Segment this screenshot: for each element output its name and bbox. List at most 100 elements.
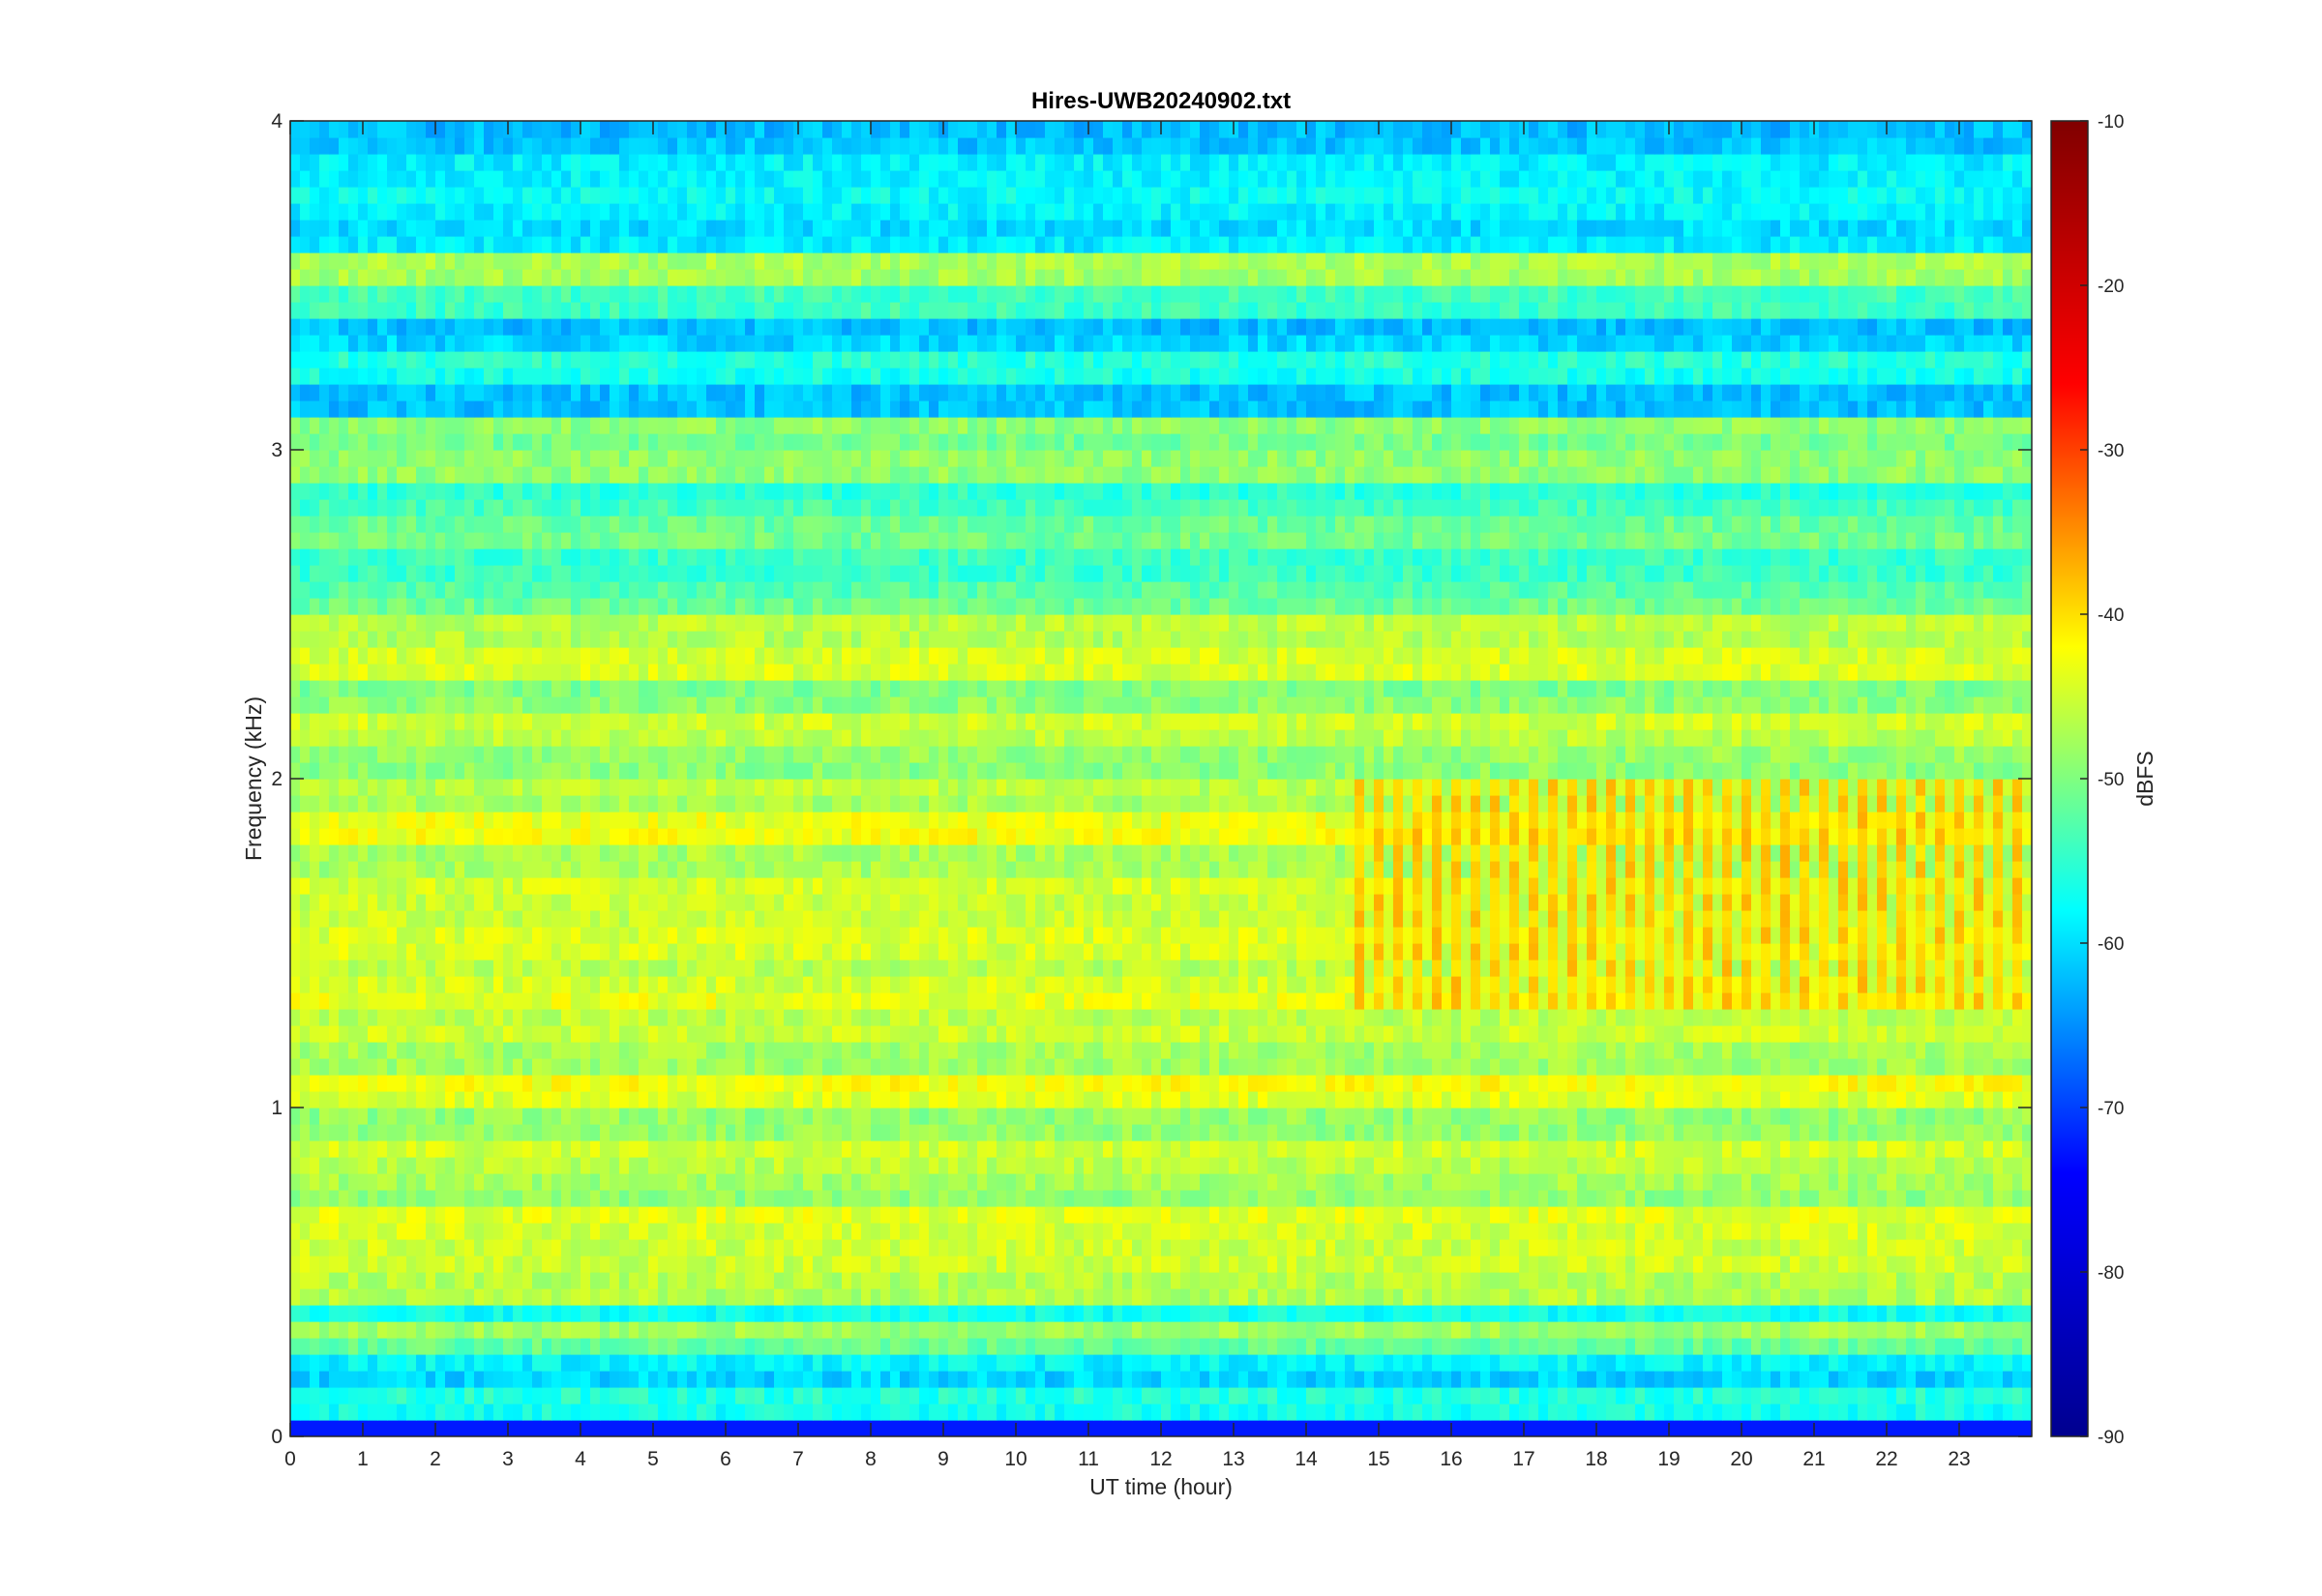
heatmap-cell [929, 1206, 939, 1224]
heatmap-cell [842, 1223, 852, 1240]
heatmap-cell [735, 1124, 746, 1141]
heatmap-cell [1887, 1058, 1897, 1076]
heatmap-cell [455, 1272, 465, 1289]
heatmap-cell [1519, 1338, 1530, 1355]
heatmap-cell [668, 1288, 678, 1306]
heatmap-cell [1819, 1371, 1830, 1388]
heatmap-cell [755, 992, 765, 1010]
heatmap-cell [668, 1223, 678, 1240]
heatmap-cell [1945, 1404, 1955, 1421]
heatmap-cell [832, 1305, 843, 1322]
heatmap-cell [1374, 1272, 1384, 1289]
heatmap-cell [542, 1091, 552, 1108]
heatmap-cell [435, 1387, 446, 1404]
heatmap-cell [1209, 992, 1220, 1010]
heatmap-cell [377, 1223, 388, 1240]
heatmap-cell [1616, 1256, 1626, 1273]
heatmap-cell [764, 1042, 775, 1059]
heatmap-cell [1751, 1173, 1762, 1191]
heatmap-cell [600, 1058, 610, 1076]
heatmap-cell [1296, 1157, 1307, 1174]
heatmap-cell [1267, 1173, 1278, 1191]
heatmap-cell [1954, 1387, 1965, 1404]
heatmap-cell [658, 992, 669, 1010]
heatmap-cell [909, 1173, 920, 1191]
heatmap-cell [1384, 1140, 1394, 1158]
heatmap-cell [455, 1091, 465, 1108]
heatmap-cell [1267, 1009, 1278, 1026]
heatmap-cell [813, 1223, 823, 1240]
heatmap-cell [1113, 1025, 1123, 1043]
heatmap-cell [987, 1420, 997, 1436]
heatmap-cell [339, 1042, 349, 1059]
heatmap-cell [1587, 1206, 1597, 1224]
heatmap-cell [919, 1321, 930, 1339]
heatmap-cell [774, 1091, 785, 1108]
heatmap-cell [774, 1124, 785, 1141]
heatmap-cell [697, 1091, 707, 1108]
heatmap-cell [1751, 1338, 1762, 1355]
heatmap-cell [1451, 1338, 1462, 1355]
heatmap-cell [1538, 1058, 1549, 1076]
heatmap-cell [1229, 992, 1239, 1010]
heatmap-cell [1674, 1371, 1684, 1388]
heatmap-cell [1016, 1288, 1027, 1306]
heatmap-cell [1558, 1387, 1568, 1404]
heatmap-cell [1587, 1305, 1597, 1322]
heatmap-cell [793, 1124, 804, 1141]
heatmap-cell [1722, 1190, 1733, 1207]
heatmap-cell [1113, 1305, 1123, 1322]
heatmap-cell [1413, 1239, 1423, 1256]
heatmap-cell [1122, 1256, 1133, 1273]
heatmap-cell [610, 1338, 620, 1355]
heatmap-cell [1026, 1354, 1036, 1372]
heatmap-cell [648, 992, 659, 1010]
heatmap-cell [1906, 1387, 1917, 1404]
heatmap-cell [987, 1173, 997, 1191]
heatmap-cell [803, 1387, 814, 1404]
heatmap-cell [1635, 1009, 1646, 1026]
heatmap-cell [958, 992, 968, 1010]
heatmap-cell [1887, 1042, 1897, 1059]
heatmap-cell [1316, 1042, 1326, 1059]
heatmap-cell [339, 1321, 349, 1339]
heatmap-cell [1354, 1124, 1365, 1141]
heatmap-cell [1587, 1321, 1597, 1339]
heatmap-cell [1703, 1272, 1713, 1289]
heatmap-cell [319, 1321, 330, 1339]
heatmap-cell [522, 1338, 533, 1355]
heatmap-cell [1471, 1288, 1481, 1306]
heatmap-cell [977, 1354, 988, 1372]
heatmap-cell [1906, 1305, 1917, 1322]
heatmap-cell [1325, 1042, 1336, 1059]
heatmap-cell [1035, 1108, 1046, 1125]
heatmap-cell [1500, 1206, 1510, 1224]
heatmap-cell [1509, 1387, 1520, 1404]
heatmap-cell [1354, 992, 1365, 1010]
heatmap-cell [629, 1206, 640, 1224]
heatmap-cell [1161, 1371, 1172, 1388]
heatmap-cell [919, 1190, 930, 1207]
heatmap-cell [890, 1404, 901, 1421]
heatmap-cell [503, 1256, 514, 1273]
heatmap-cell [1558, 1157, 1568, 1174]
heatmap-cell [1432, 1124, 1443, 1141]
heatmap-cell [1616, 1239, 1626, 1256]
heatmap-cell [610, 1140, 620, 1158]
heatmap-cell [755, 1321, 765, 1339]
heatmap-cell [1896, 1288, 1907, 1306]
heatmap-cell [1935, 1288, 1946, 1306]
heatmap-cell [1287, 1108, 1297, 1125]
heatmap-cell [861, 1173, 872, 1191]
heatmap-cell [406, 1256, 417, 1273]
heatmap-cell [793, 1091, 804, 1108]
heatmap-cell [619, 1321, 630, 1339]
heatmap-cell [1238, 1173, 1249, 1191]
heatmap-cell [580, 1206, 591, 1224]
heatmap-cell [1084, 1042, 1094, 1059]
heatmap-cell [1364, 1206, 1375, 1224]
heatmap-cell [1877, 1272, 1888, 1289]
heatmap-cell [1751, 1387, 1762, 1404]
heatmap-cell [909, 1256, 920, 1273]
heatmap-cell [435, 1058, 446, 1076]
